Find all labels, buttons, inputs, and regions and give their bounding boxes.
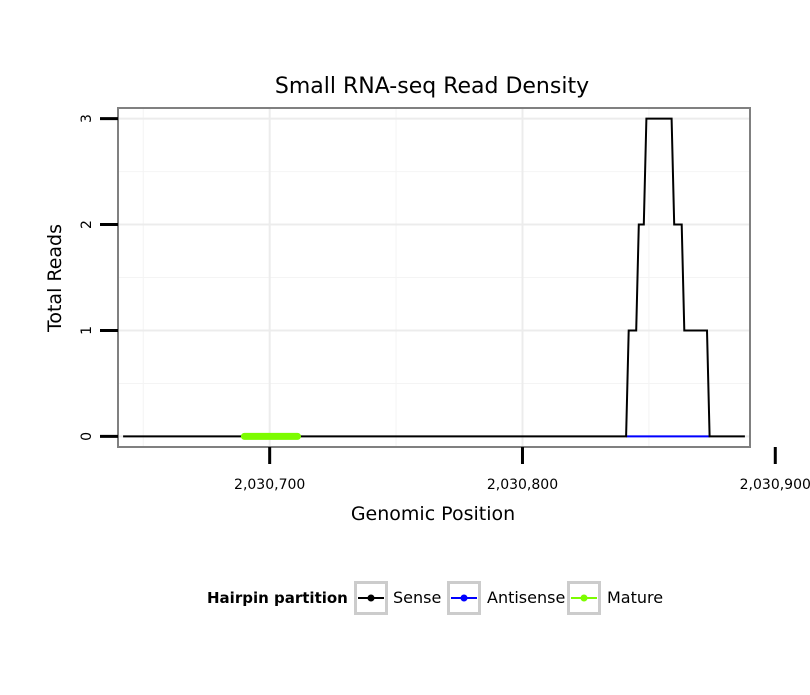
x-tick-label: 2,030,900 (740, 477, 810, 493)
series-line-sense (123, 117, 745, 438)
x-tick-label: 2,030,700 (234, 477, 305, 493)
legend-title: Hairpin partition (207, 589, 348, 607)
series-lines (123, 117, 745, 440)
panel-border (117, 107, 751, 448)
y-axis-title: Total Reads (44, 224, 66, 333)
legend-key-point-antisense (460, 594, 468, 602)
legend-label-sense: Sense (393, 588, 441, 607)
axes: 2,030,700 2,030,800 2,030,900 0 1 2 3 (79, 107, 810, 493)
y-tick-label: 2 (79, 220, 95, 229)
legend-key-point-mature (580, 594, 588, 602)
legend-label-antisense: Antisense (487, 588, 565, 607)
legend-key-point-sense (367, 594, 375, 602)
y-tick-label: 0 (79, 432, 95, 441)
legend: Hairpin partition Sense Antisense Mature (207, 581, 663, 615)
x-axis-title: Genomic Position (351, 503, 515, 525)
x-tick-label: 2,030,800 (487, 477, 558, 493)
legend-label-mature: Mature (607, 588, 663, 607)
y-tick-label: 1 (79, 326, 95, 335)
y-tick-label: 3 (79, 114, 95, 123)
chart-title: Small RNA-seq Read Density (275, 74, 589, 99)
